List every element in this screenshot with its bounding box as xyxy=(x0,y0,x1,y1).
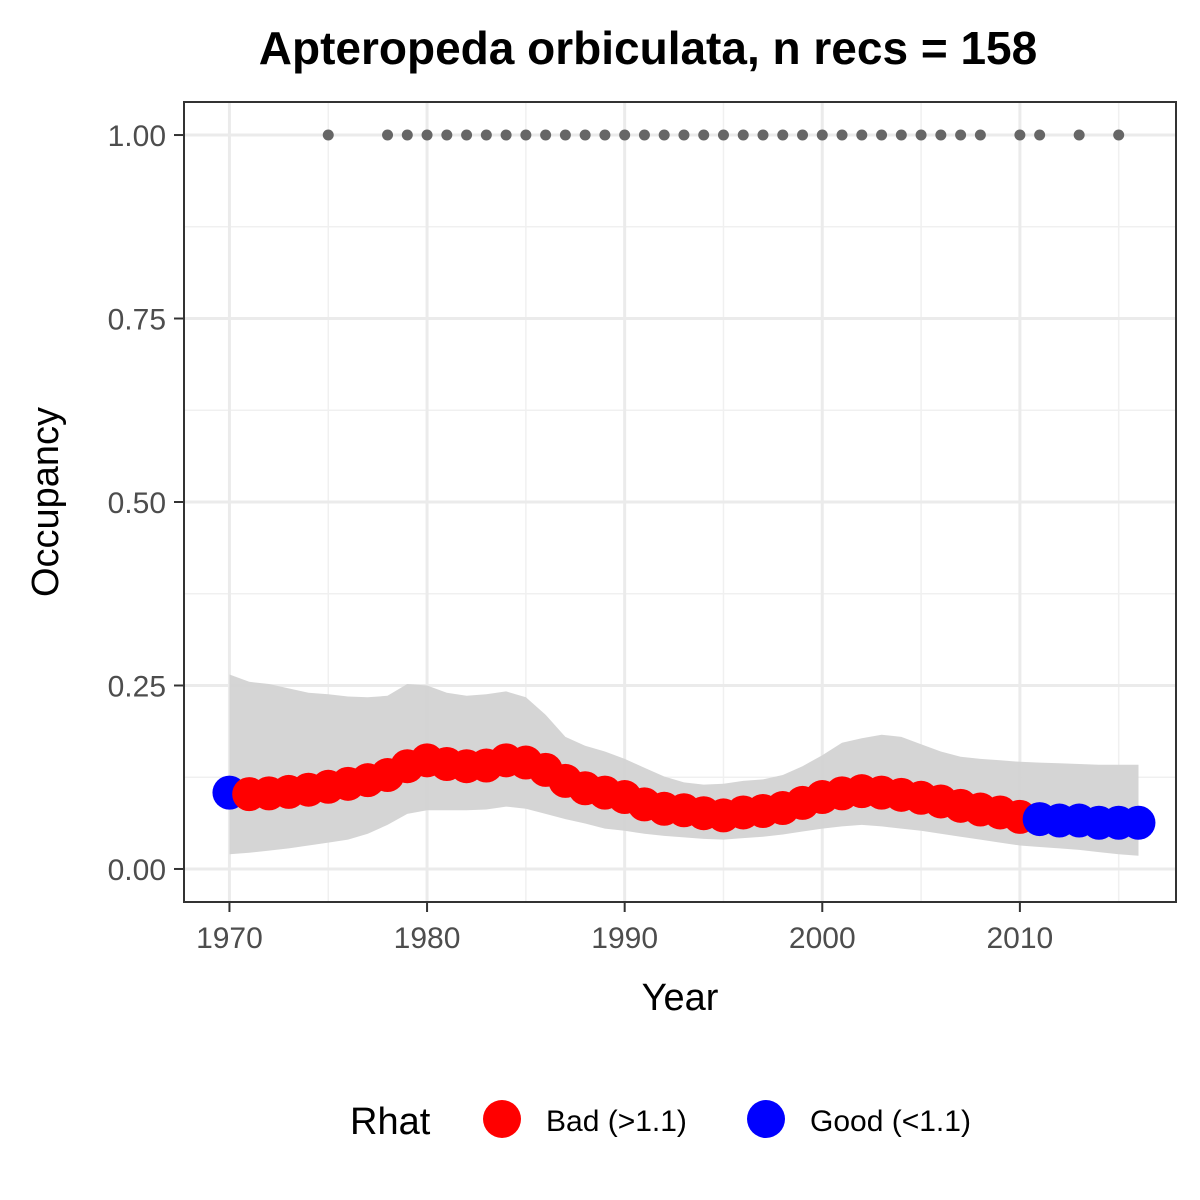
record-point xyxy=(935,129,947,141)
axis-ticks xyxy=(174,134,1021,912)
record-point xyxy=(1113,129,1125,141)
y-tick-label: 0.00 xyxy=(108,854,166,887)
y-axis-title: Occupancy xyxy=(25,407,67,597)
legend-key-good xyxy=(747,1100,785,1138)
record-point xyxy=(480,129,492,141)
record-point xyxy=(895,129,907,141)
record-point xyxy=(322,129,334,141)
record-point xyxy=(1073,129,1085,141)
x-tick-label: 1970 xyxy=(196,922,263,955)
y-tick-label: 0.25 xyxy=(108,670,166,703)
occupancy-points-layer xyxy=(212,743,1156,840)
record-point xyxy=(1034,129,1046,141)
record-point xyxy=(520,129,532,141)
record-point xyxy=(797,129,809,141)
y-tick-label: 1.00 xyxy=(108,120,166,153)
record-point xyxy=(500,129,512,141)
record-point xyxy=(915,129,927,141)
y-tick-label: 0.50 xyxy=(108,487,166,520)
occupancy-point-good xyxy=(1121,805,1156,840)
record-point xyxy=(382,129,394,141)
record-point xyxy=(698,129,710,141)
record-point xyxy=(717,129,729,141)
record-point xyxy=(579,129,591,141)
x-tick-label: 1980 xyxy=(394,922,461,955)
record-point xyxy=(856,129,868,141)
record-point xyxy=(777,129,789,141)
chart-title: Apteropeda orbiculata, n recs = 158 xyxy=(259,22,1037,74)
legend-title: Rhat xyxy=(350,1101,431,1143)
y-tick-label: 0.75 xyxy=(108,304,166,337)
x-axis-title: Year xyxy=(642,977,719,1019)
record-point xyxy=(678,129,690,141)
records-layer xyxy=(322,129,1125,141)
record-point xyxy=(441,129,453,141)
record-point xyxy=(955,129,967,141)
x-axis-tick-labels: 1970 1980 1990 2000 2010 xyxy=(196,922,1053,955)
record-point xyxy=(401,129,413,141)
record-point xyxy=(876,129,888,141)
x-tick-label: 2010 xyxy=(987,922,1054,955)
record-point xyxy=(1014,129,1026,141)
record-point xyxy=(737,129,749,141)
record-point xyxy=(599,129,611,141)
record-point xyxy=(974,129,986,141)
legend: Rhat Bad (>1.1) Good (<1.1) xyxy=(350,1100,971,1143)
legend-key-bad xyxy=(483,1100,521,1138)
record-point xyxy=(619,129,631,141)
record-point xyxy=(757,129,769,141)
record-point xyxy=(461,129,473,141)
record-point xyxy=(421,129,433,141)
record-point xyxy=(658,129,670,141)
record-point xyxy=(638,129,650,141)
x-tick-label: 2000 xyxy=(789,922,856,955)
x-tick-label: 1990 xyxy=(591,922,658,955)
record-point xyxy=(836,129,848,141)
legend-label-bad: Bad (>1.1) xyxy=(546,1105,687,1138)
record-point xyxy=(540,129,552,141)
record-point xyxy=(559,129,571,141)
legend-label-good: Good (<1.1) xyxy=(810,1105,971,1138)
record-point xyxy=(816,129,828,141)
y-axis-tick-labels: 0.00 0.25 0.50 0.75 1.00 xyxy=(108,120,166,887)
